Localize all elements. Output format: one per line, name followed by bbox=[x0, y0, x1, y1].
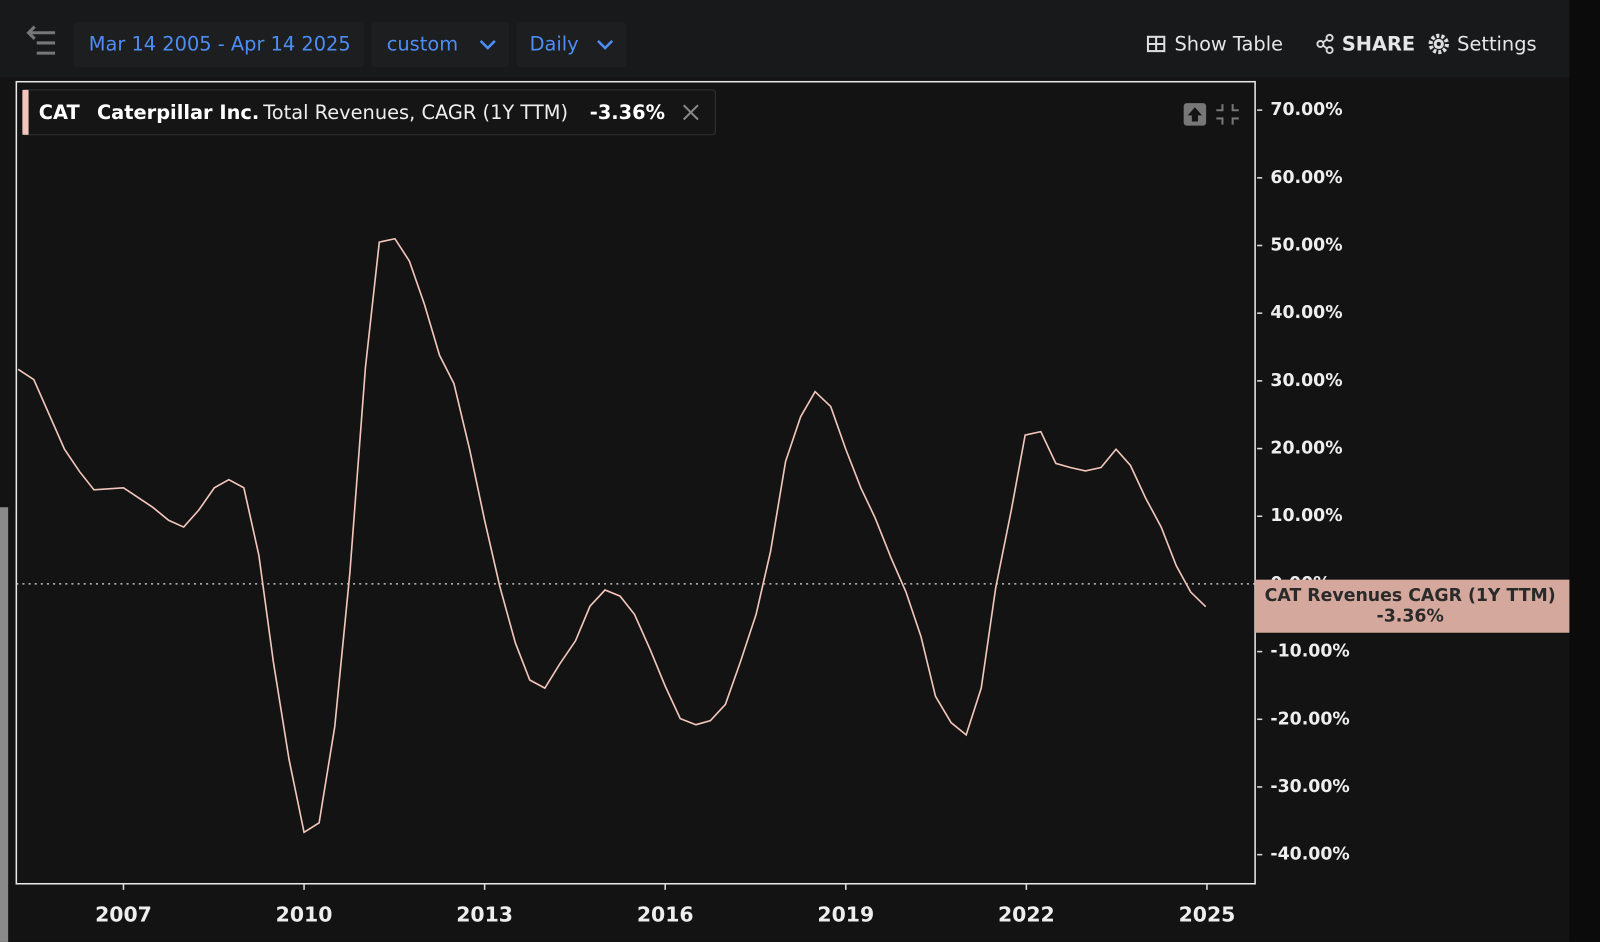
x-tick-label: 2025 bbox=[1179, 902, 1236, 926]
y-tick-label: 10.00% bbox=[1270, 506, 1342, 526]
date-button[interactable] bbox=[73, 22, 365, 68]
price-tag-value: -3.36% bbox=[1377, 606, 1444, 626]
settings[interactable]: Settings bbox=[1457, 32, 1536, 55]
price-tag-box bbox=[1255, 579, 1570, 633]
chevron bbox=[479, 39, 496, 50]
legend: CAT Caterpillar Inc. Total Revenues, CAG… bbox=[21, 89, 716, 136]
x-tick-label: 2007 bbox=[95, 902, 152, 926]
x-tick-label: 2013 bbox=[456, 902, 513, 926]
collapse-icon[interactable] bbox=[1216, 104, 1239, 125]
show-table[interactable]: Show Table bbox=[1174, 32, 1283, 55]
interval[interactable]: Daily bbox=[530, 32, 579, 55]
share-icon bbox=[1316, 33, 1334, 55]
legend-value: -3.36% bbox=[590, 101, 665, 124]
legend-metric: Total Revenues, CAGR (1Y TTM) bbox=[262, 101, 568, 124]
gear-icon bbox=[1428, 33, 1449, 55]
legend-ticker: CAT bbox=[39, 101, 81, 124]
share[interactable]: SHARE bbox=[1342, 32, 1415, 55]
plot-area bbox=[15, 80, 1256, 885]
scrollbar bbox=[0, 507, 9, 942]
y-tick-label: -40.00% bbox=[1270, 845, 1349, 865]
date-range[interactable]: Mar 14 2005 - Apr 14 2025 bbox=[89, 32, 351, 55]
legend-swatch bbox=[22, 89, 29, 135]
y-tick-label: 60.00% bbox=[1270, 168, 1342, 188]
y-tick-label: 50.00% bbox=[1270, 236, 1342, 256]
x-tick-label: 2022 bbox=[998, 902, 1055, 926]
period-button[interactable] bbox=[371, 22, 510, 68]
y-tick-label: -20.00% bbox=[1270, 709, 1349, 729]
x-tick-label: 2019 bbox=[817, 902, 874, 926]
series-line bbox=[17, 237, 1207, 834]
price-tag: CAT Revenues CAGR (1Y TTM) -3.36% bbox=[1255, 579, 1570, 633]
x-tick-label: 2010 bbox=[276, 902, 333, 926]
table-icon bbox=[1146, 35, 1166, 53]
period[interactable]: custom bbox=[387, 32, 458, 55]
export-icon[interactable] bbox=[1183, 103, 1207, 126]
back-icon[interactable] bbox=[26, 25, 56, 55]
y-tick-label: 30.00% bbox=[1270, 371, 1342, 391]
close-icon[interactable] bbox=[682, 104, 699, 121]
chevron bbox=[597, 39, 614, 50]
y-tick-label: 40.00% bbox=[1270, 303, 1342, 323]
y-tick-label: 70.00% bbox=[1270, 100, 1342, 120]
x-tick-label: 2016 bbox=[637, 902, 694, 926]
interval-button[interactable] bbox=[516, 22, 627, 68]
legend-company: Caterpillar Inc. bbox=[97, 101, 259, 124]
y-tick-label: -30.00% bbox=[1270, 777, 1349, 797]
y-tick-label: 20.00% bbox=[1270, 439, 1342, 459]
price-tag-title: CAT Revenues CAGR (1Y TTM) bbox=[1265, 586, 1556, 606]
y-tick-label: -10.00% bbox=[1270, 642, 1349, 662]
